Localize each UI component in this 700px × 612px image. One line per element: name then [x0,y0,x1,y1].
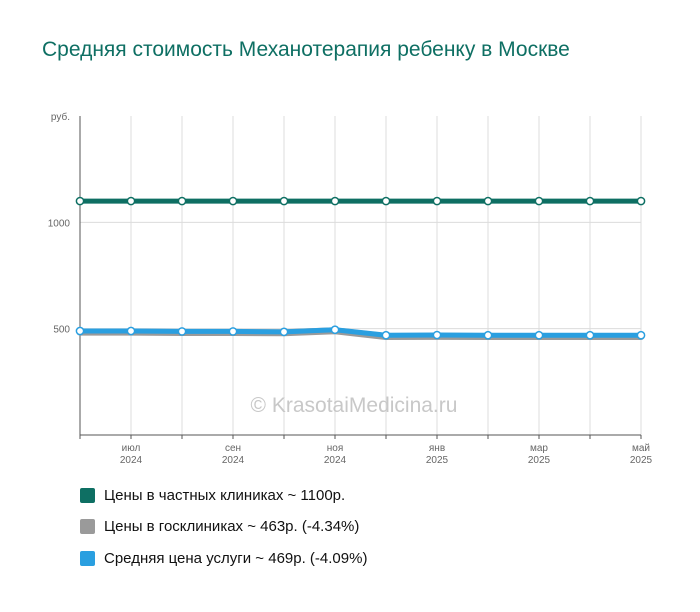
data-point [432,330,442,340]
x-tick-label-month: сен [225,443,241,454]
data-point [534,196,544,206]
x-tick-label-year: 2024 [222,455,245,466]
data-point [279,327,289,337]
data-point [330,196,340,206]
data-point [432,196,442,206]
x-tick-label-year: 2025 [426,455,449,466]
watermark: © KrasotaiMedicina.ru [251,394,458,417]
x-tick-label-year: 2025 [528,455,551,466]
data-point [585,196,595,206]
data-point [636,330,646,340]
chart-grid [80,116,642,435]
legend-item: Средняя цена услуги ~ 469р. (-4.09%) [80,547,367,569]
y-tick-label: 1000 [48,218,71,229]
x-tick-label-month: ноя [327,443,344,454]
legend-label: Цены в госклиниках ~ 463р. (-4.34%) [104,518,360,535]
chart-series [75,196,646,341]
legend-swatch [80,487,95,503]
x-tick-label-year: 2024 [324,455,347,466]
x-tick-label-month: май [632,443,650,454]
x-tick-label-year: 2025 [630,455,653,466]
legend-label: Цены в частных клиниках ~ 1100р. [104,486,346,504]
data-point [228,196,238,206]
data-point [636,196,646,206]
data-point [483,330,493,340]
y-unit-label: руб. [51,111,70,123]
legend-swatch [80,519,95,534]
data-point [126,326,136,336]
data-point [126,196,136,206]
data-point [330,325,340,335]
data-point [279,196,289,206]
data-point [381,330,391,340]
x-tick-label-month: июл [122,443,141,454]
data-point [228,327,238,336]
series-line [77,327,644,338]
data-point [534,330,544,340]
data-point [483,196,493,206]
y-tick-label: 500 [53,325,70,336]
x-tick-label-year: 2024 [120,455,143,466]
chart-legend: Цены в частных клиниках ~ 1100р. Цены в г… [80,484,367,579]
data-point [75,196,85,206]
x-tick-label-month: мар [530,443,548,454]
legend-item: Цены в госклиниках ~ 463р. (-4.34%) [80,516,367,538]
legend-label: Средняя цена услуги ~ 469р. (-4.09%) [104,549,368,567]
data-point [177,196,187,206]
legend-item: Цены в частных клиниках ~ 1100р. [80,484,367,506]
chart-axes: 5001000руб.июл2024сен2024ноя2024янв2025м… [48,111,653,466]
data-point [381,196,391,206]
chart-title: Средняя стоимость Механотерапия ребенку … [42,38,570,61]
data-point [585,330,595,340]
legend-swatch [80,550,95,566]
x-tick-label-month: янв [429,443,445,454]
data-point [75,326,85,336]
line-chart: 5001000руб.июл2024сен2024ноя2024янв2025м… [48,111,653,466]
data-point [177,327,187,336]
